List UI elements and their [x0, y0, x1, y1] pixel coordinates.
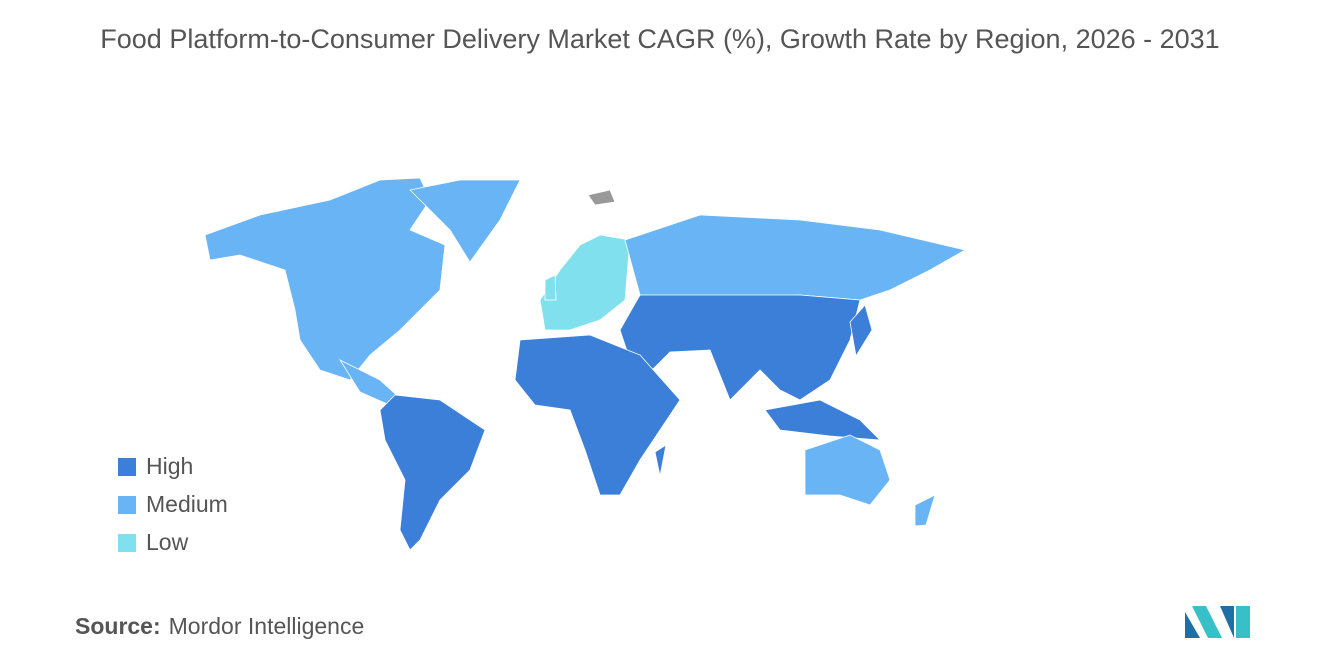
- south-america: [379, 394, 486, 551]
- africa: [514, 334, 681, 496]
- source-label: Source:: [75, 613, 161, 639]
- legend-label: High: [146, 453, 194, 479]
- legend-label: Medium: [146, 491, 228, 517]
- russia: [624, 214, 967, 301]
- europe: [539, 234, 631, 331]
- source: Source: Mordor Intelligence: [75, 613, 364, 640]
- source-text: Mordor Intelligence: [168, 613, 365, 639]
- greenland: [409, 179, 521, 263]
- legend-swatch: [118, 495, 136, 514]
- southeast-asia: [764, 399, 882, 441]
- north-america: [204, 177, 446, 381]
- logo: [1185, 606, 1250, 638]
- uk: [544, 274, 557, 301]
- japan: [849, 304, 873, 358]
- legend-item: Medium: [118, 491, 228, 518]
- legend-label: Low: [146, 529, 189, 555]
- legend-swatch: [118, 533, 136, 552]
- australia: [804, 434, 891, 506]
- svalbard: [587, 189, 616, 206]
- legend-item: High: [118, 453, 193, 480]
- legend-item: Low: [118, 529, 188, 556]
- legend-swatch: [118, 457, 136, 476]
- new-zealand: [914, 494, 936, 527]
- chart-title: Food Platform-to-Consumer Delivery Marke…: [100, 24, 1220, 54]
- madagascar: [654, 444, 667, 477]
